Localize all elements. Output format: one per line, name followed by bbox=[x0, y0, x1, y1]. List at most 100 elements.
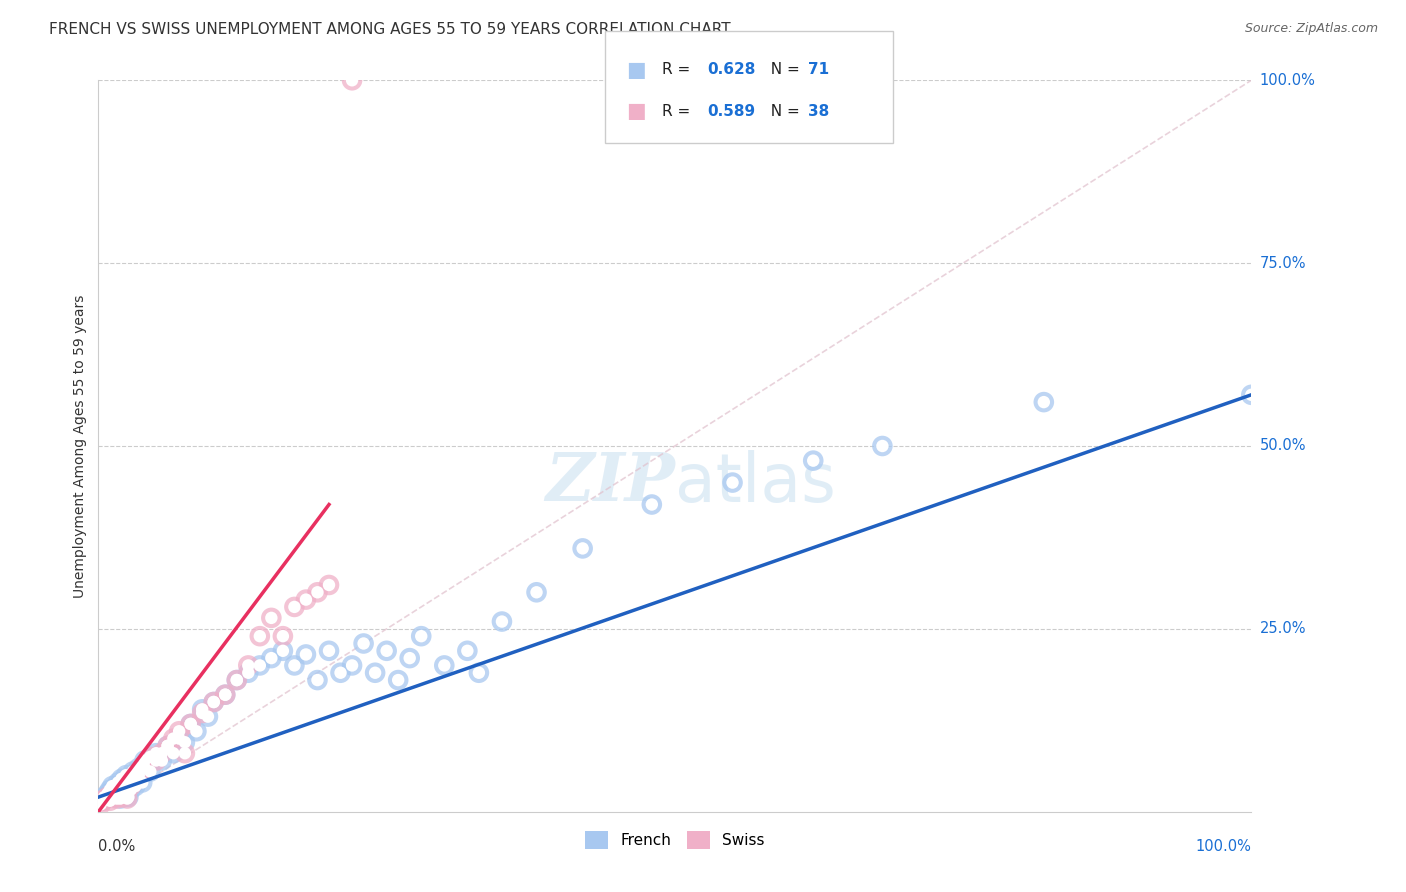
Point bbox=[225, 673, 247, 687]
Point bbox=[139, 764, 162, 779]
Point bbox=[122, 764, 145, 779]
Point bbox=[94, 791, 117, 805]
Point bbox=[162, 746, 184, 760]
Point bbox=[329, 665, 352, 680]
Point bbox=[134, 761, 156, 775]
Point bbox=[97, 790, 120, 805]
Point bbox=[110, 790, 132, 805]
Point bbox=[307, 673, 329, 687]
Point bbox=[238, 665, 260, 680]
Point bbox=[112, 782, 135, 797]
Point bbox=[167, 724, 190, 739]
Point bbox=[641, 498, 664, 512]
Text: 0.589: 0.589 bbox=[707, 104, 755, 119]
Point bbox=[526, 585, 548, 599]
Point bbox=[145, 746, 167, 760]
Point bbox=[112, 782, 135, 797]
Point bbox=[167, 724, 190, 739]
Point bbox=[295, 648, 318, 662]
Point bbox=[98, 782, 121, 797]
Text: R =: R = bbox=[662, 104, 696, 119]
Point bbox=[156, 739, 179, 753]
Point bbox=[283, 599, 305, 614]
Point bbox=[103, 790, 125, 805]
Point bbox=[180, 717, 202, 731]
Point bbox=[117, 790, 139, 805]
Point bbox=[139, 764, 162, 779]
Point bbox=[307, 585, 329, 599]
Point bbox=[174, 746, 197, 760]
Point bbox=[90, 794, 112, 808]
Point bbox=[150, 746, 173, 760]
Text: 38: 38 bbox=[808, 104, 830, 119]
Point bbox=[145, 754, 167, 768]
Point bbox=[108, 787, 131, 801]
Point bbox=[111, 787, 134, 801]
Point bbox=[108, 782, 131, 797]
Point bbox=[120, 782, 142, 797]
Point bbox=[283, 658, 305, 673]
Point bbox=[1032, 395, 1054, 409]
Text: Source: ZipAtlas.com: Source: ZipAtlas.com bbox=[1244, 22, 1378, 36]
Point bbox=[191, 702, 214, 716]
Point bbox=[571, 541, 593, 556]
Point bbox=[329, 665, 352, 680]
Point bbox=[202, 695, 225, 709]
Text: ■: ■ bbox=[626, 60, 645, 79]
Point bbox=[131, 775, 153, 789]
Point bbox=[271, 629, 294, 643]
Point bbox=[97, 790, 120, 805]
Point bbox=[114, 790, 136, 805]
Text: 71: 71 bbox=[808, 62, 830, 77]
Point bbox=[340, 73, 363, 87]
Point bbox=[526, 585, 548, 599]
Point bbox=[307, 585, 329, 599]
Point bbox=[103, 790, 125, 805]
Point bbox=[97, 787, 120, 801]
Point bbox=[100, 789, 122, 803]
Point bbox=[571, 541, 593, 556]
Point bbox=[101, 787, 124, 801]
Text: ZIP: ZIP bbox=[546, 450, 675, 515]
Point bbox=[162, 731, 184, 746]
Point bbox=[411, 629, 433, 643]
Point bbox=[387, 673, 409, 687]
Text: N =: N = bbox=[761, 104, 804, 119]
Point bbox=[318, 578, 340, 592]
Point bbox=[398, 651, 420, 665]
Point bbox=[103, 784, 125, 798]
Point bbox=[238, 658, 260, 673]
Text: FRENCH VS SWISS UNEMPLOYMENT AMONG AGES 55 TO 59 YEARS CORRELATION CHART: FRENCH VS SWISS UNEMPLOYMENT AMONG AGES … bbox=[49, 22, 731, 37]
Point bbox=[174, 735, 197, 749]
Point bbox=[97, 790, 120, 805]
Point bbox=[104, 781, 127, 796]
Point bbox=[1240, 388, 1263, 402]
Point bbox=[105, 791, 128, 805]
Point bbox=[721, 475, 744, 490]
Point bbox=[318, 644, 340, 658]
Point bbox=[180, 717, 202, 731]
Point bbox=[340, 658, 363, 673]
Point bbox=[238, 665, 260, 680]
Point bbox=[641, 498, 664, 512]
Point bbox=[112, 782, 135, 797]
Point bbox=[1240, 388, 1263, 402]
Point bbox=[271, 629, 294, 643]
Point bbox=[197, 709, 219, 723]
Point bbox=[491, 615, 513, 629]
Point bbox=[318, 644, 340, 658]
Point bbox=[105, 787, 128, 801]
Point bbox=[260, 611, 283, 625]
Point bbox=[156, 739, 179, 753]
Point bbox=[122, 775, 145, 789]
Point bbox=[872, 439, 894, 453]
Point bbox=[225, 673, 247, 687]
Point bbox=[491, 615, 513, 629]
Point bbox=[202, 695, 225, 709]
Point bbox=[120, 779, 142, 793]
Point bbox=[271, 644, 294, 658]
Point bbox=[375, 644, 398, 658]
Point bbox=[105, 787, 128, 801]
Text: 0.0%: 0.0% bbox=[98, 839, 135, 855]
Point bbox=[98, 782, 121, 797]
